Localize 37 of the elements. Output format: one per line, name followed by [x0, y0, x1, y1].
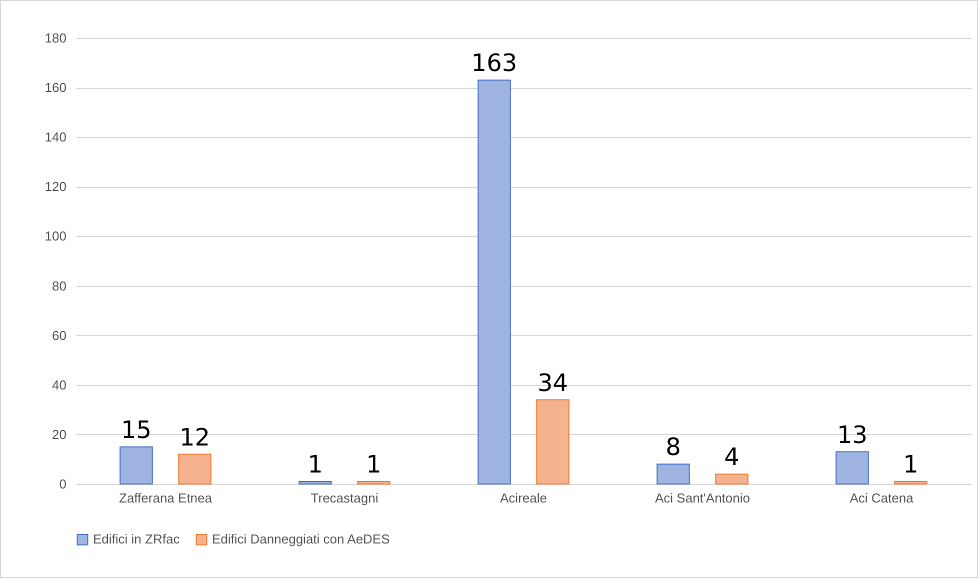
data-label: 15 [120, 416, 152, 444]
y-tick-label: 100 [44, 228, 66, 244]
x-tick-label: Zafferana Etnea [119, 490, 213, 506]
y-tick-label: 180 [44, 30, 66, 46]
bar [656, 464, 690, 484]
data-label: 1 [366, 450, 382, 479]
y-tick-label: 20 [52, 426, 66, 442]
y-tick-label: 40 [52, 377, 66, 392]
bar [836, 451, 869, 484]
y-tick-label: 160 [44, 80, 66, 96]
y-tick-label: 120 [44, 179, 66, 194]
bar [120, 446, 153, 484]
data-label: 12 [180, 423, 210, 452]
y-tick-label: 60 [52, 328, 66, 343]
x-tick-label: Trecastagni [310, 490, 378, 506]
bar [715, 474, 748, 484]
x-tick-label: Aci Catena [850, 490, 914, 506]
data-label: 1 [308, 450, 323, 479]
y-tick-label: 80 [52, 278, 66, 294]
bar [478, 80, 511, 484]
legend-label: Edifici Danneggiati con AeDES [212, 532, 390, 547]
legend-label: Edifici in ZRfac [93, 532, 180, 547]
bar [894, 481, 928, 484]
bar [178, 454, 212, 484]
x-tick-label: Aci Sant'Antonio [655, 490, 750, 506]
data-label: 8 [666, 433, 681, 462]
data-label: 13 [836, 420, 868, 449]
data-label: 163 [471, 49, 518, 78]
bar [298, 481, 332, 484]
x-tick-label: Acireale [500, 490, 547, 506]
bar [536, 399, 570, 484]
bar [357, 481, 390, 484]
data-label: 4 [724, 443, 740, 472]
y-tick-label: 0 [59, 476, 66, 492]
y-tick-label: 140 [44, 130, 66, 145]
data-label: 34 [538, 368, 568, 397]
data-label: 1 [903, 450, 918, 479]
